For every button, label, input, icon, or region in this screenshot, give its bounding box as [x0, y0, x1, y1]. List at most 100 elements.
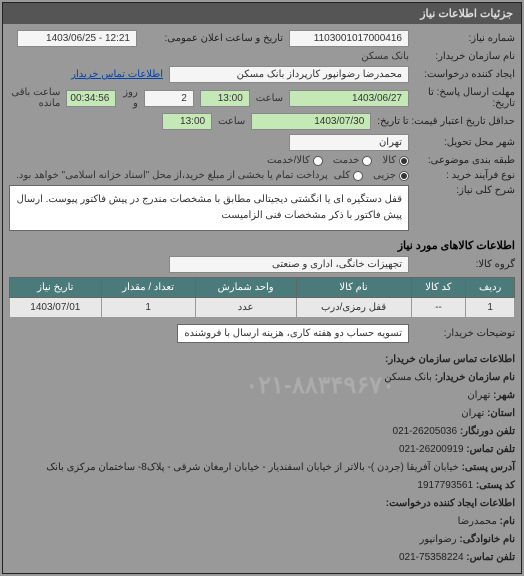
contact-link[interactable]: اطلاعات تماس خریدار: [71, 69, 163, 80]
call-value: 26205036-021: [393, 426, 458, 437]
th-name: نام کالا: [296, 278, 411, 298]
info-panel: جزئیات اطلاعات نیاز شماره نیاز: 11030010…: [2, 2, 522, 574]
group-label: گروه کالا:: [415, 259, 515, 270]
radio-goods-service-label: کالا/خدمت: [267, 155, 310, 166]
row-buyer-org: نام سازمان خریدار: بانک مسکن: [9, 51, 515, 62]
announce-date-label: تاریخ و ساعت اعلان عمومی:: [143, 33, 283, 44]
cell-row: 1: [466, 298, 515, 318]
phone-value: 75358224-021: [399, 552, 464, 563]
panel-content: شماره نیاز: 1103001017000416 تاریخ و ساع…: [3, 24, 521, 573]
th-row: ردیف: [466, 278, 515, 298]
days-label: روز و: [122, 87, 137, 109]
contact-section: ۰۲۱-۸۸۳۴۹۶۷۰ اطلاعات تماس سازمان خریدار:…: [9, 351, 515, 567]
row-price-validity: حداقل تاریخ اعتبار قیمت: تا تاریخ: 1403/…: [9, 113, 515, 130]
price-time-value: 13:00: [162, 113, 212, 130]
request-number-label: شماره نیاز:: [415, 33, 515, 44]
time-label-2: ساعت: [218, 116, 245, 127]
province-value: تهران: [461, 408, 484, 419]
purchase-note: پرداخت تمام یا بخشی از مبلغ خرید،از محل …: [16, 170, 328, 181]
address-label: آدرس پستی:: [462, 462, 515, 473]
org-label: نام سازمان خریدار:: [435, 372, 515, 383]
delivery-city-label: شهر محل تحویل:: [415, 137, 515, 148]
city-value: تهران: [467, 390, 490, 401]
cell-date: 1403/07/01: [10, 298, 102, 318]
province-label: استان:: [487, 408, 515, 419]
contact-info-block: اطلاعات تماس سازمان خریدار: نام سازمان خ…: [9, 351, 515, 567]
time-label-1: ساعت: [256, 93, 283, 104]
cell-name: قفل رمزی/درب: [296, 298, 411, 318]
response-date-value: 1403/06/27: [289, 90, 409, 107]
delivery-city-value: تهران: [289, 134, 409, 151]
row-creator: ایجاد کننده درخواست: محمدرضا رضوانپور کا…: [9, 66, 515, 83]
radio-partial-label: جزیی: [373, 170, 396, 181]
radio-partial-icon: [399, 171, 409, 181]
items-section-title: اطلاعات کالاهای مورد نیاز: [9, 239, 515, 252]
radio-full[interactable]: کلی: [334, 170, 363, 181]
call-label: تلفن دورنگار:: [460, 426, 515, 437]
radio-goods-service[interactable]: کالا/خدمت: [267, 155, 323, 166]
cell-code: --: [411, 298, 466, 318]
row-description: شرح کلی نیاز: قفل دستگیره ای یا انگشتی د…: [9, 185, 515, 231]
creator-label: ایجاد کننده درخواست:: [415, 69, 515, 80]
response-time-value: 13:00: [200, 90, 250, 107]
request-number-value: 1103001017000416: [289, 30, 409, 47]
contact-title: اطلاعات تماس سازمان خریدار:: [385, 354, 515, 365]
row-response-deadline: مهلت ارسال پاسخ: تا تاریخ: 1403/06/27 سا…: [9, 87, 515, 109]
row-request-number: شماره نیاز: 1103001017000416 تاریخ و ساع…: [9, 30, 515, 47]
th-unit: واحد شمارش: [195, 278, 296, 298]
radio-goods-icon: [399, 156, 409, 166]
response-deadline-label: مهلت ارسال پاسخ: تا تاریخ:: [415, 87, 515, 109]
purchase-type-radio-group: جزیی کلی: [334, 170, 409, 181]
buyer-org-value: بانک مسکن: [361, 51, 409, 62]
days-left-value: 2: [144, 90, 194, 107]
row-buyer-notes: توضیحات خریدار: تسویه حساب دو هفته کاری،…: [9, 324, 515, 343]
cell-unit: عدد: [195, 298, 296, 318]
radio-full-label: کلی: [334, 170, 350, 181]
lastname-value: رضوانپور: [420, 534, 457, 545]
table-header-row: ردیف کد کالا نام کالا واحد شمارش تعداد /…: [10, 278, 515, 298]
radio-partial[interactable]: جزیی: [373, 170, 409, 181]
radio-goods-service-icon: [313, 156, 323, 166]
panel-title: جزئیات اطلاعات نیاز: [3, 3, 521, 24]
th-date: تاریخ نیاز: [10, 278, 102, 298]
lastname-label: نام خانوادگی:: [459, 534, 515, 545]
fax-value: 26200919-021: [399, 444, 464, 455]
city-label: شهر:: [493, 390, 515, 401]
radio-goods[interactable]: کالا: [382, 155, 409, 166]
time-left-value: 00:34:56: [66, 90, 116, 107]
items-table: ردیف کد کالا نام کالا واحد شمارش تعداد /…: [9, 277, 515, 318]
postal-value: 1917793561: [417, 480, 473, 491]
category-label: طبقه بندی موضوعی:: [415, 155, 515, 166]
org-value: بانک مسکن: [384, 372, 432, 383]
buyer-notes-value: تسویه حساب دو هفته کاری، هزینه ارسال با …: [177, 324, 409, 343]
radio-full-icon: [353, 171, 363, 181]
radio-service[interactable]: خدمت: [333, 155, 373, 166]
table-row: 1 -- قفل رمزی/درب عدد 1 1403/07/01: [10, 298, 515, 318]
radio-service-icon: [362, 156, 372, 166]
row-group: گروه کالا: تجهیزات خانگی، اداری و صنعتی: [9, 256, 515, 273]
description-value: قفل دستگیره ای یا انگشتی دیجیتالی مطابق …: [9, 185, 409, 231]
announce-date-value: 12:21 - 1403/06/25: [17, 30, 137, 47]
th-code: کد کالا: [411, 278, 466, 298]
requester-title: اطلاعات ایجاد کننده درخواست:: [386, 498, 515, 509]
price-validity-label: حداقل تاریخ اعتبار قیمت: تا تاریخ:: [377, 116, 515, 127]
phone-label: تلفن تماس:: [466, 552, 515, 563]
postal-label: کد پستی:: [476, 480, 515, 491]
price-date-value: 1403/07/30: [251, 113, 371, 130]
category-radio-group: کالا خدمت کالا/خدمت: [267, 155, 409, 166]
description-label: شرح کلی نیاز:: [415, 185, 515, 196]
purchase-type-label: نوع فرآیند خرید :: [415, 170, 515, 181]
group-value: تجهیزات خانگی، اداری و صنعتی: [169, 256, 409, 273]
address-value: خیابان آفریقا (جردن )- بالاتر از خیابان …: [46, 462, 459, 473]
remaining-label: ساعت باقی مانده: [9, 87, 60, 109]
cell-qty: 1: [101, 298, 195, 318]
buyer-org-label: نام سازمان خریدار:: [415, 51, 515, 62]
name-label: نام:: [500, 516, 515, 527]
creator-value: محمدرضا رضوانپور کارپرداز بانک مسکن: [169, 66, 409, 83]
buyer-notes-label: توضیحات خریدار:: [415, 328, 515, 339]
th-qty: تعداد / مقدار: [101, 278, 195, 298]
name-value: محمدرضا: [458, 516, 497, 527]
radio-service-label: خدمت: [333, 155, 360, 166]
fax-label: تلفن تماس:: [466, 444, 515, 455]
row-category: طبقه بندی موضوعی: کالا خدمت کالا/خدمت: [9, 155, 515, 166]
